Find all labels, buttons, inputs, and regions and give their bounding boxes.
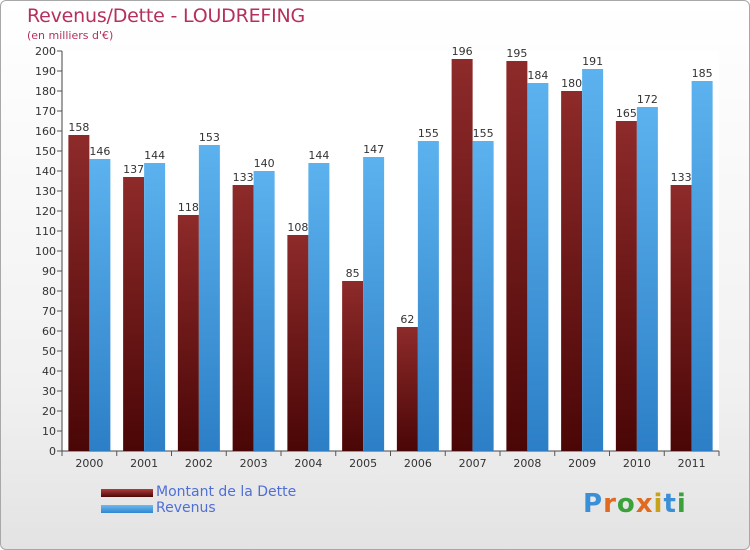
bar-dette bbox=[615, 121, 637, 451]
data-label: 144 bbox=[308, 149, 329, 162]
data-label: 195 bbox=[506, 47, 527, 60]
bar-dette bbox=[123, 177, 145, 451]
y-tick-label: 180 bbox=[35, 85, 56, 98]
bar-dette bbox=[670, 185, 692, 451]
y-tick-label: 90 bbox=[42, 265, 56, 278]
bar-revenus bbox=[527, 83, 549, 451]
data-label: 137 bbox=[123, 163, 144, 176]
bar-dette bbox=[506, 61, 528, 451]
data-label: 172 bbox=[637, 93, 658, 106]
data-label: 180 bbox=[561, 77, 582, 90]
x-tick-label: 2001 bbox=[130, 457, 158, 470]
data-label: 108 bbox=[287, 221, 308, 234]
bar-revenus bbox=[472, 141, 494, 451]
data-label: 147 bbox=[363, 143, 384, 156]
bar-revenus bbox=[308, 163, 330, 451]
y-tick-label: 110 bbox=[35, 225, 56, 238]
plot-area bbox=[62, 51, 719, 451]
bar-dette bbox=[287, 235, 309, 451]
data-label: 133 bbox=[233, 171, 254, 184]
legend-label-dette: Montant de la Dette bbox=[156, 484, 297, 500]
bar-dette bbox=[561, 91, 583, 451]
y-tick-label: 200 bbox=[35, 45, 56, 58]
bar-revenus bbox=[636, 107, 658, 451]
x-tick-label: 2007 bbox=[459, 457, 487, 470]
data-label: 184 bbox=[527, 69, 548, 82]
data-label: 85 bbox=[346, 267, 360, 280]
bar-revenus bbox=[363, 157, 385, 451]
data-label: 144 bbox=[144, 149, 165, 162]
legend-swatch-revenus bbox=[101, 505, 153, 513]
bar-revenus bbox=[89, 159, 111, 451]
bar-dette bbox=[177, 215, 199, 451]
data-label: 155 bbox=[418, 127, 439, 140]
y-tick-label: 100 bbox=[35, 245, 56, 258]
data-label: 155 bbox=[473, 127, 494, 140]
y-tick-label: 140 bbox=[35, 165, 56, 178]
bar-revenus bbox=[691, 81, 713, 451]
bar-revenus bbox=[417, 141, 439, 451]
data-label: 158 bbox=[68, 121, 89, 134]
bar-dette bbox=[68, 135, 90, 451]
bar-dette bbox=[396, 327, 418, 451]
data-label: 153 bbox=[199, 131, 220, 144]
x-tick-label: 2011 bbox=[678, 457, 706, 470]
y-tick-label: 170 bbox=[35, 105, 56, 118]
legend-label-revenus: Revenus bbox=[156, 500, 216, 516]
data-label: 133 bbox=[671, 171, 692, 184]
y-tick-label: 50 bbox=[42, 345, 56, 358]
data-label: 196 bbox=[452, 45, 473, 58]
data-label: 191 bbox=[582, 55, 603, 68]
data-label: 118 bbox=[178, 201, 199, 214]
bar-dette bbox=[342, 281, 364, 451]
x-tick-label: 2010 bbox=[623, 457, 651, 470]
x-tick-label: 2000 bbox=[75, 457, 103, 470]
x-tick-label: 2009 bbox=[568, 457, 596, 470]
y-tick-label: 190 bbox=[35, 65, 56, 78]
y-tick-label: 120 bbox=[35, 205, 56, 218]
bar-dette bbox=[451, 59, 473, 451]
bar-revenus bbox=[253, 171, 275, 451]
x-tick-label: 2004 bbox=[294, 457, 322, 470]
bar-dette bbox=[232, 185, 254, 451]
y-tick-label: 150 bbox=[35, 145, 56, 158]
data-label: 185 bbox=[692, 67, 713, 80]
y-tick-label: 10 bbox=[42, 425, 56, 438]
y-tick-label: 160 bbox=[35, 125, 56, 138]
bar-revenus bbox=[198, 145, 220, 451]
bar-revenus bbox=[582, 69, 604, 451]
data-label: 165 bbox=[616, 107, 637, 120]
x-tick-label: 2006 bbox=[404, 457, 432, 470]
proxiti-logo: Proxiti bbox=[583, 489, 687, 519]
x-tick-label: 2003 bbox=[240, 457, 268, 470]
y-tick-label: 70 bbox=[42, 305, 56, 318]
x-tick-label: 2008 bbox=[513, 457, 541, 470]
data-label: 62 bbox=[400, 313, 414, 326]
data-label: 146 bbox=[89, 145, 110, 158]
y-tick-label: 30 bbox=[42, 385, 56, 398]
y-tick-label: 40 bbox=[42, 365, 56, 378]
legend-swatch-dette bbox=[101, 489, 153, 497]
chart-title: Revenus/Dette - LOUDREFING bbox=[27, 5, 306, 27]
data-label: 140 bbox=[254, 157, 275, 170]
y-tick-label: 80 bbox=[42, 285, 56, 298]
bar-revenus bbox=[144, 163, 166, 451]
y-tick-label: 20 bbox=[42, 405, 56, 418]
x-tick-label: 2005 bbox=[349, 457, 377, 470]
x-tick-label: 2002 bbox=[185, 457, 213, 470]
y-tick-label: 130 bbox=[35, 185, 56, 198]
chart-subtitle: (en milliers d'€) bbox=[27, 29, 114, 42]
y-tick-label: 60 bbox=[42, 325, 56, 338]
y-tick-label: 0 bbox=[49, 445, 56, 458]
